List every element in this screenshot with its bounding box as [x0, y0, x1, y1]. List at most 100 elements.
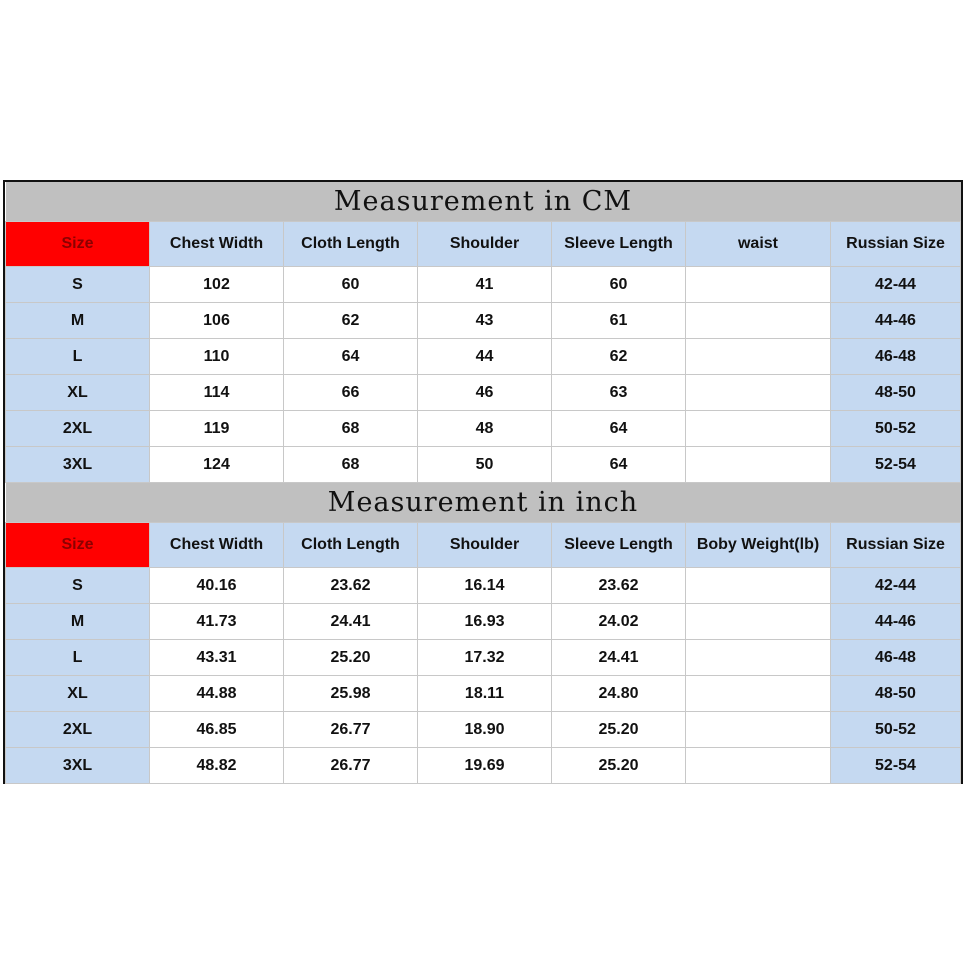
table-cell: 60 [283, 266, 418, 303]
table-cell [685, 711, 831, 748]
table-cell: 52-54 [830, 446, 961, 483]
table-cell: 60 [551, 266, 686, 303]
table-cell: 52-54 [830, 747, 961, 784]
table-cell: 119 [149, 410, 284, 447]
size-chart: Measurement in CM Size Chest Width Cloth Le… [3, 180, 963, 784]
table-cell: 62 [283, 302, 418, 339]
table-cell: 68 [283, 410, 418, 447]
table-cell: 2XL [5, 410, 150, 447]
table-row: S 102 60 41 60 42-44 [5, 266, 961, 303]
table-cell: 41.73 [149, 603, 284, 640]
table-cell: 2XL [5, 711, 150, 748]
table-cell: 50 [417, 446, 552, 483]
table-cell: 44 [417, 338, 552, 375]
table-cell: 25.20 [551, 711, 686, 748]
table-row: 3XL 48.82 26.77 19.69 25.20 52-54 [5, 747, 961, 784]
column-header: waist [685, 221, 831, 267]
table-cell: L [5, 639, 150, 676]
table-cell: 18.11 [417, 675, 552, 712]
section-title-row: Measurement in CM [5, 182, 961, 222]
table-cell: 43 [417, 302, 552, 339]
table-cell [685, 410, 831, 447]
column-header: Size [5, 522, 150, 568]
table-cell [685, 747, 831, 784]
column-header: Shoulder [417, 522, 552, 568]
column-header: Russian Size [830, 221, 961, 267]
table-cell: 43.31 [149, 639, 284, 676]
table-cell: 110 [149, 338, 284, 375]
table-cell: 48-50 [830, 374, 961, 411]
table-cell: 62 [551, 338, 686, 375]
table-cell [685, 374, 831, 411]
table-cell: 19.69 [417, 747, 552, 784]
column-header: Chest Width [149, 221, 284, 267]
table-cell: 44-46 [830, 603, 961, 640]
table-cell: 64 [551, 446, 686, 483]
table-cell [685, 302, 831, 339]
table-cell [685, 446, 831, 483]
table-cell: 44.88 [149, 675, 284, 712]
table-cell: 48 [417, 410, 552, 447]
table-row: M 106 62 43 61 44-46 [5, 302, 961, 339]
table-cell [685, 266, 831, 303]
table-cell [685, 338, 831, 375]
table-cell [685, 675, 831, 712]
table-cell: 50-52 [830, 410, 961, 447]
column-header: Size [5, 221, 150, 267]
table-cell: 66 [283, 374, 418, 411]
section-title: Measurement in inch [5, 482, 961, 523]
table-cell: 25.20 [283, 639, 418, 676]
table-row: 3XL 124 68 50 64 52-54 [5, 446, 961, 483]
column-header: Russian Size [830, 522, 961, 568]
table-cell: XL [5, 675, 150, 712]
column-header: Sleeve Length [551, 522, 686, 568]
table-row: XL 44.88 25.98 18.11 24.80 48-50 [5, 675, 961, 712]
table-cell: 24.02 [551, 603, 686, 640]
column-header: Shoulder [417, 221, 552, 267]
table-cell [685, 639, 831, 676]
table-cell: 46 [417, 374, 552, 411]
section-title: Measurement in CM [5, 182, 961, 222]
table-cell [685, 567, 831, 604]
table-cell: 44-46 [830, 302, 961, 339]
table-cell: 17.32 [417, 639, 552, 676]
table-cell: S [5, 266, 150, 303]
table-cell: 24.80 [551, 675, 686, 712]
table-cell: 23.62 [551, 567, 686, 604]
table-cell: 64 [283, 338, 418, 375]
column-header: Chest Width [149, 522, 284, 568]
table-cell: 26.77 [283, 747, 418, 784]
table-cell: 40.16 [149, 567, 284, 604]
table-cell: S [5, 567, 150, 604]
table-cell: L [5, 338, 150, 375]
table-cell: XL [5, 374, 150, 411]
table-cell: 42-44 [830, 567, 961, 604]
section-title-row: Measurement in inch [5, 482, 961, 523]
table-cell [685, 603, 831, 640]
table-cell: 102 [149, 266, 284, 303]
table-cell: 41 [417, 266, 552, 303]
table-cell: 46-48 [830, 639, 961, 676]
table-cell: 3XL [5, 446, 150, 483]
table-cell: M [5, 603, 150, 640]
table-cell: 61 [551, 302, 686, 339]
column-header: Sleeve Length [551, 221, 686, 267]
column-header: Cloth Length [283, 522, 418, 568]
table-cell: 42-44 [830, 266, 961, 303]
table-row: XL 114 66 46 63 48-50 [5, 374, 961, 411]
table-cell: 48-50 [830, 675, 961, 712]
table-cell: 68 [283, 446, 418, 483]
table-cell: 106 [149, 302, 284, 339]
table-cell: 124 [149, 446, 284, 483]
table-row: L 110 64 44 62 46-48 [5, 338, 961, 375]
table-cell: 24.41 [551, 639, 686, 676]
table-cell: 23.62 [283, 567, 418, 604]
table-cell: 46-48 [830, 338, 961, 375]
table-cell: M [5, 302, 150, 339]
table-row: 2XL 46.85 26.77 18.90 25.20 50-52 [5, 711, 961, 748]
table-cell: 114 [149, 374, 284, 411]
table-cell: 18.90 [417, 711, 552, 748]
table-cell: 46.85 [149, 711, 284, 748]
table-cell: 16.93 [417, 603, 552, 640]
table-row: S 40.16 23.62 16.14 23.62 42-44 [5, 567, 961, 604]
